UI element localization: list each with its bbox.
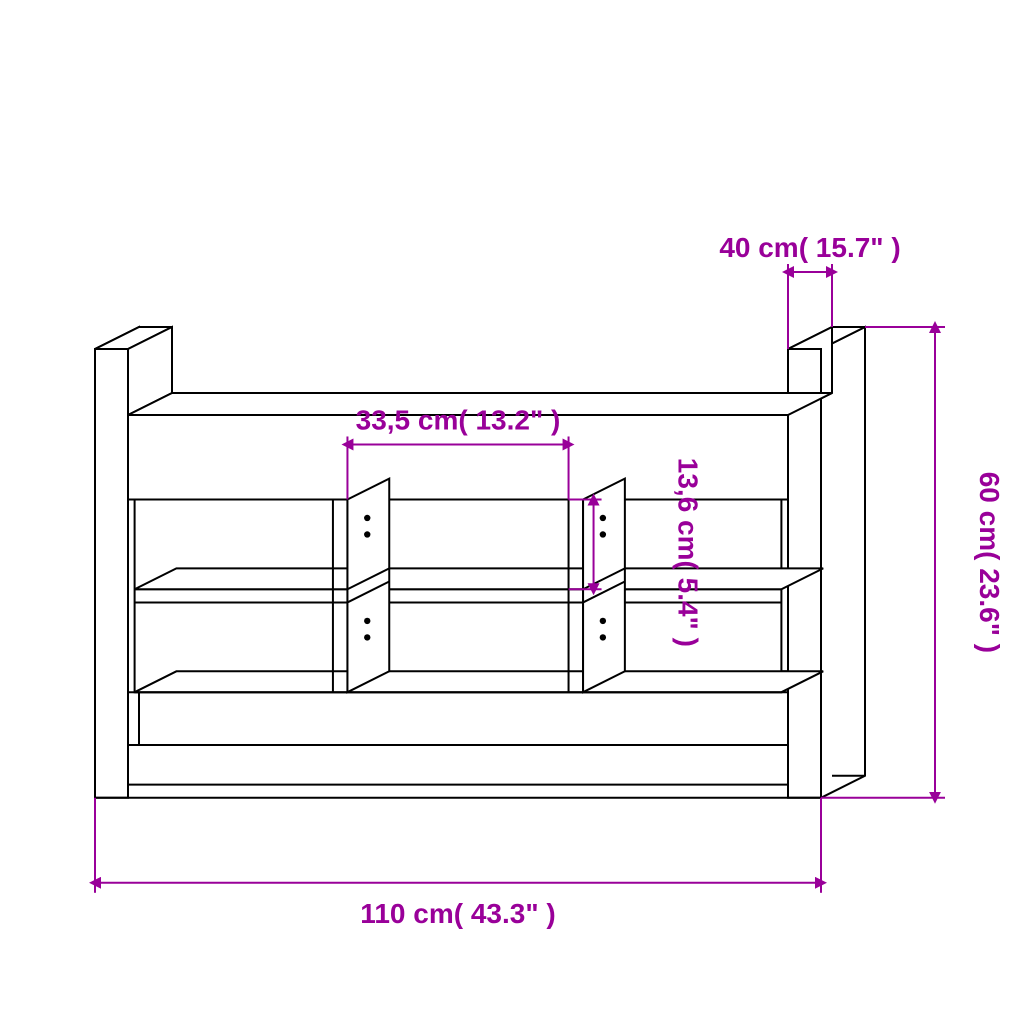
dim-cubby-height: 13,6 cm( 5.4" )	[673, 458, 704, 647]
dim-width: 110 cm( 43.3" )	[360, 898, 555, 929]
dim-height: 60 cm( 23.6" )	[974, 472, 1005, 653]
furniture-dimension-diagram: 110 cm( 43.3" ) 60 cm( 23.6" ) 40 cm( 15.7…	[0, 0, 1024, 1024]
dim-cubby-width: 33,5 cm( 13.2" )	[356, 404, 561, 435]
dim-depth: 40 cm( 15.7" )	[719, 232, 900, 263]
